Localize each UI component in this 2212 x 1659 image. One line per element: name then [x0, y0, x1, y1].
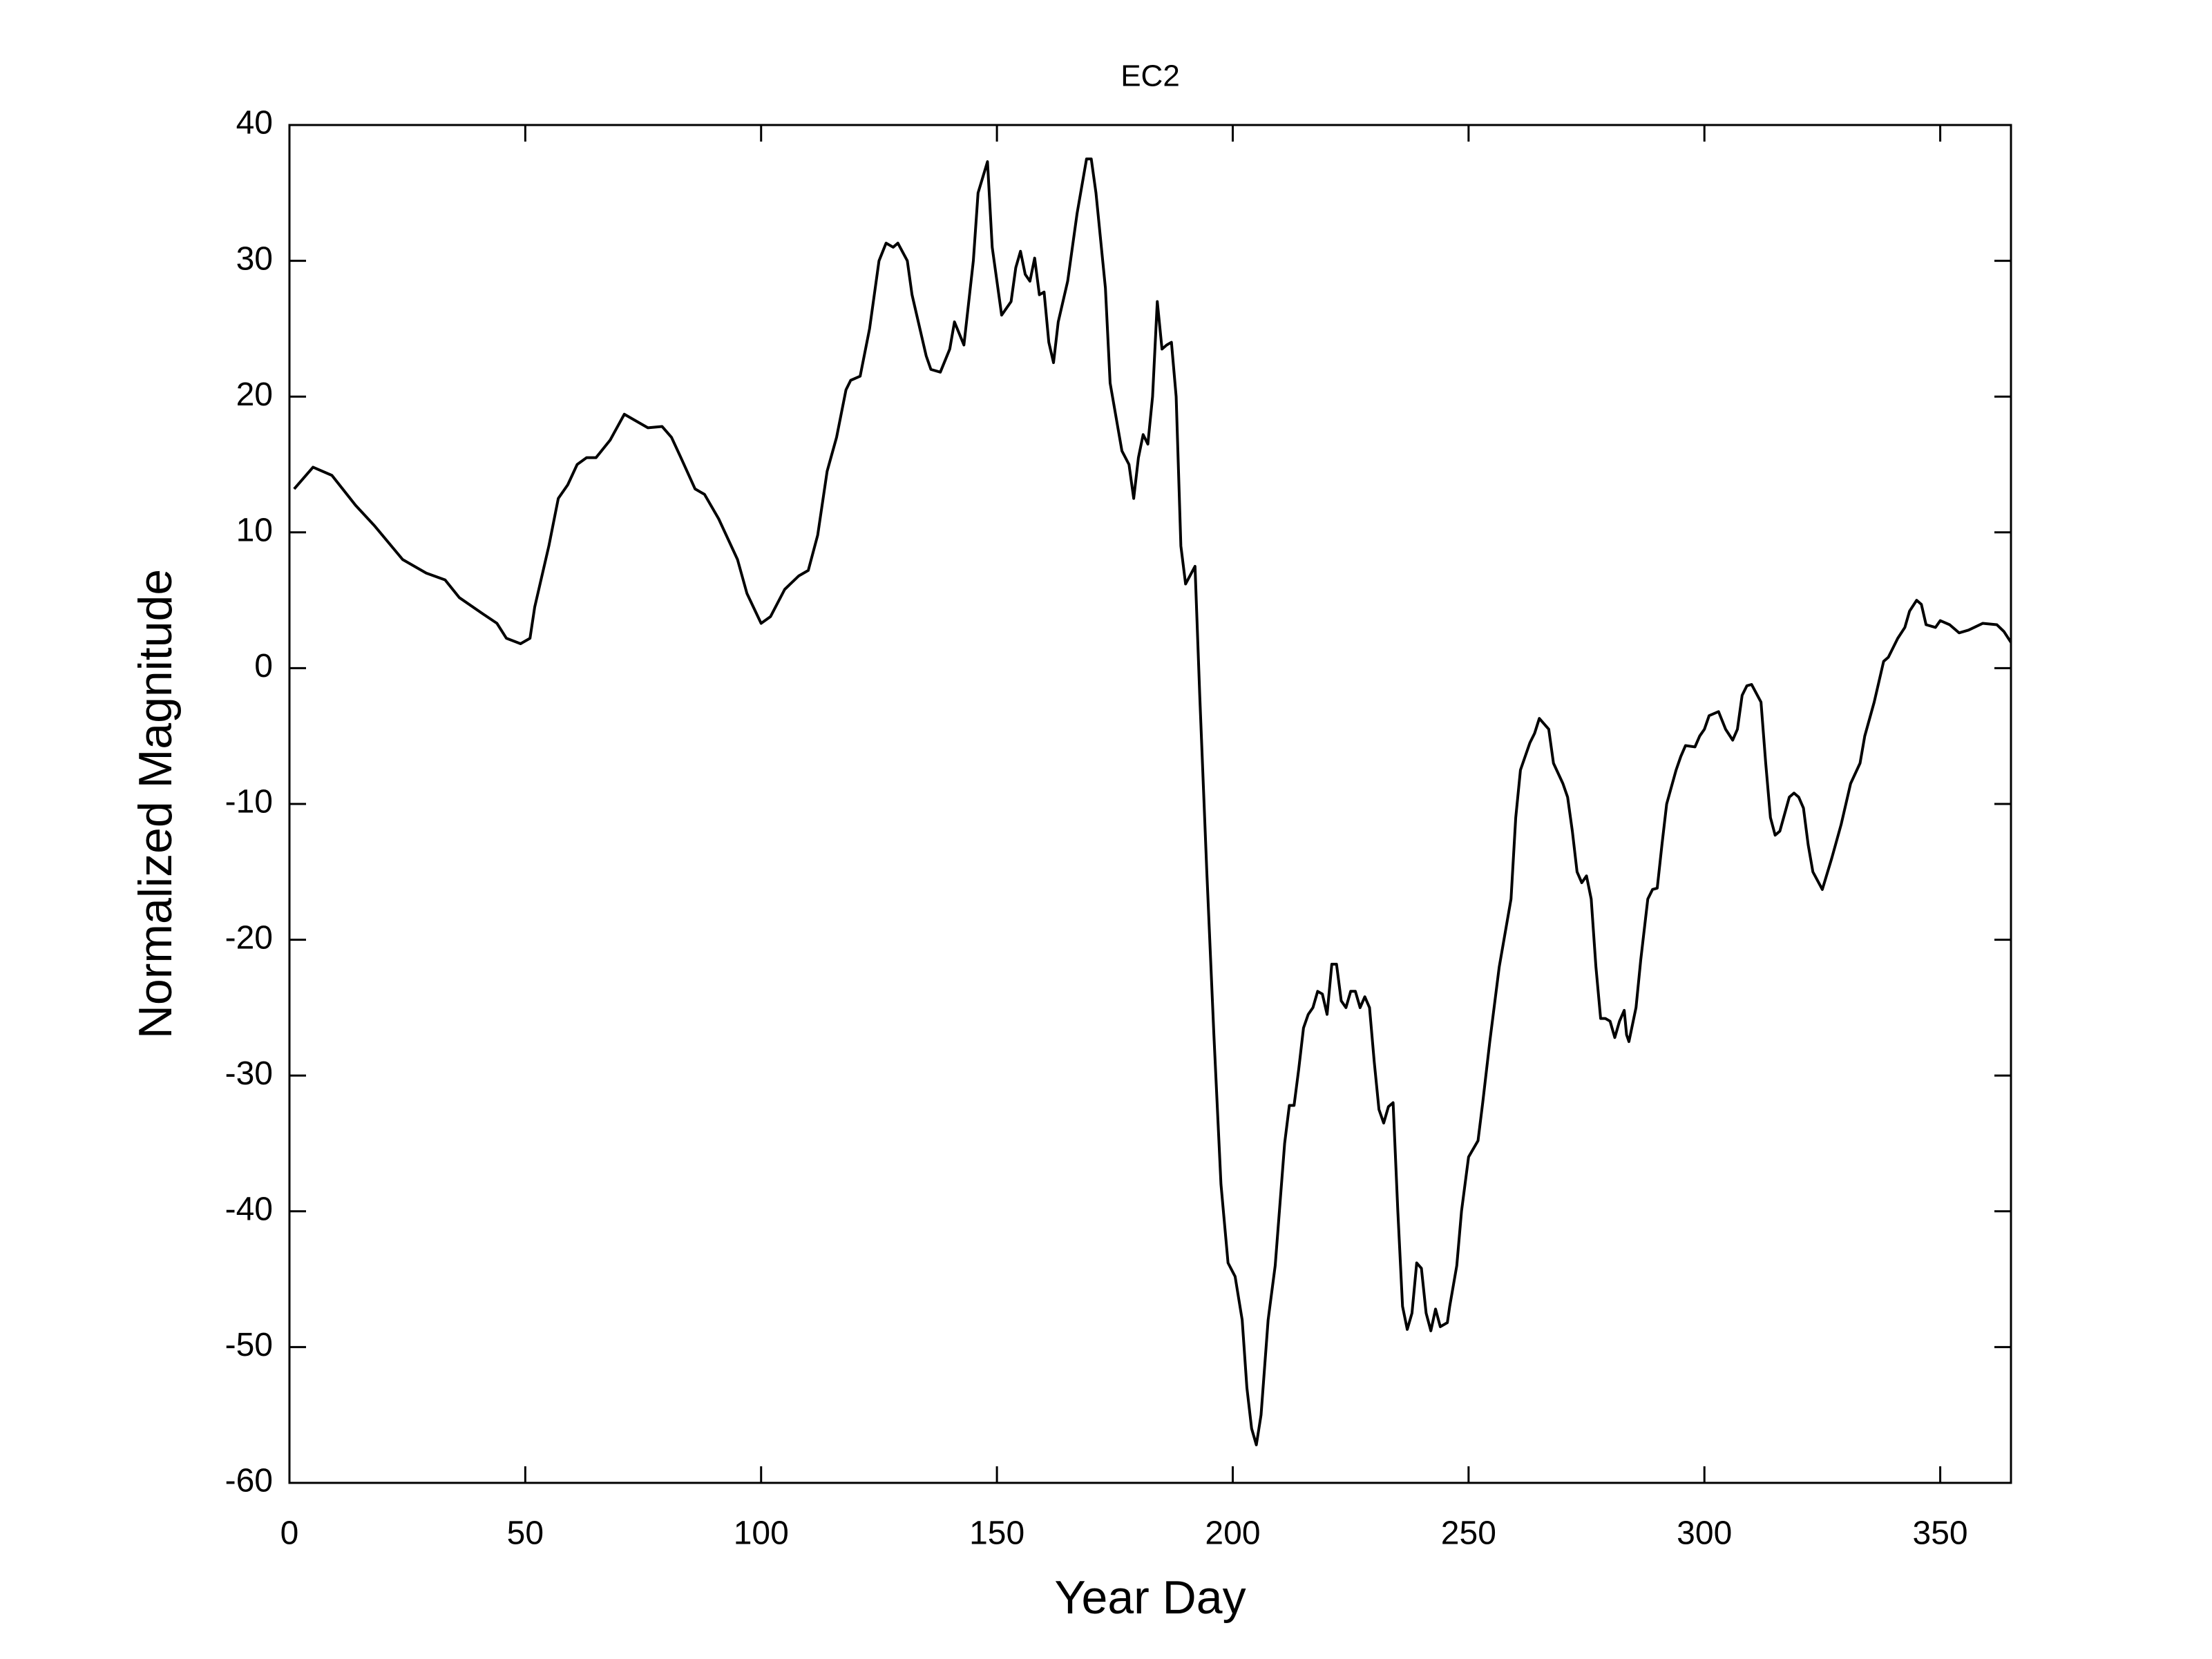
x-tick-label: 100: [734, 1515, 789, 1552]
y-tick-label: 0: [254, 648, 273, 684]
x-tick-label: 350: [1913, 1515, 1968, 1552]
x-tick-label: 0: [280, 1515, 299, 1552]
x-tick-label: 250: [1441, 1515, 1496, 1552]
y-tick-label: -10: [225, 784, 273, 821]
x-tick-label: 50: [507, 1515, 544, 1552]
plot-frame: [288, 124, 2012, 1484]
y-tick-label: -50: [225, 1327, 273, 1363]
y-tick-label: 30: [236, 240, 273, 277]
x-tick-label: 300: [1677, 1515, 1732, 1552]
x-tick-label: 200: [1205, 1515, 1260, 1552]
x-tick-label: 150: [969, 1515, 1024, 1552]
y-tick-label: 10: [236, 512, 273, 548]
y-axis-label: Normalized Magnitude: [129, 569, 182, 1039]
y-tick-label: -40: [225, 1191, 273, 1227]
y-tick-label: 40: [236, 105, 273, 142]
y-tick-label: -20: [225, 919, 273, 956]
y-tick-label: 20: [236, 376, 273, 413]
chart-title: EC2: [1121, 59, 1180, 93]
x-axis-label: Year Day: [1054, 1571, 1246, 1624]
y-tick-label: -30: [225, 1055, 273, 1092]
y-tick-label: -60: [225, 1463, 273, 1499]
data-line: [293, 157, 2012, 1446]
